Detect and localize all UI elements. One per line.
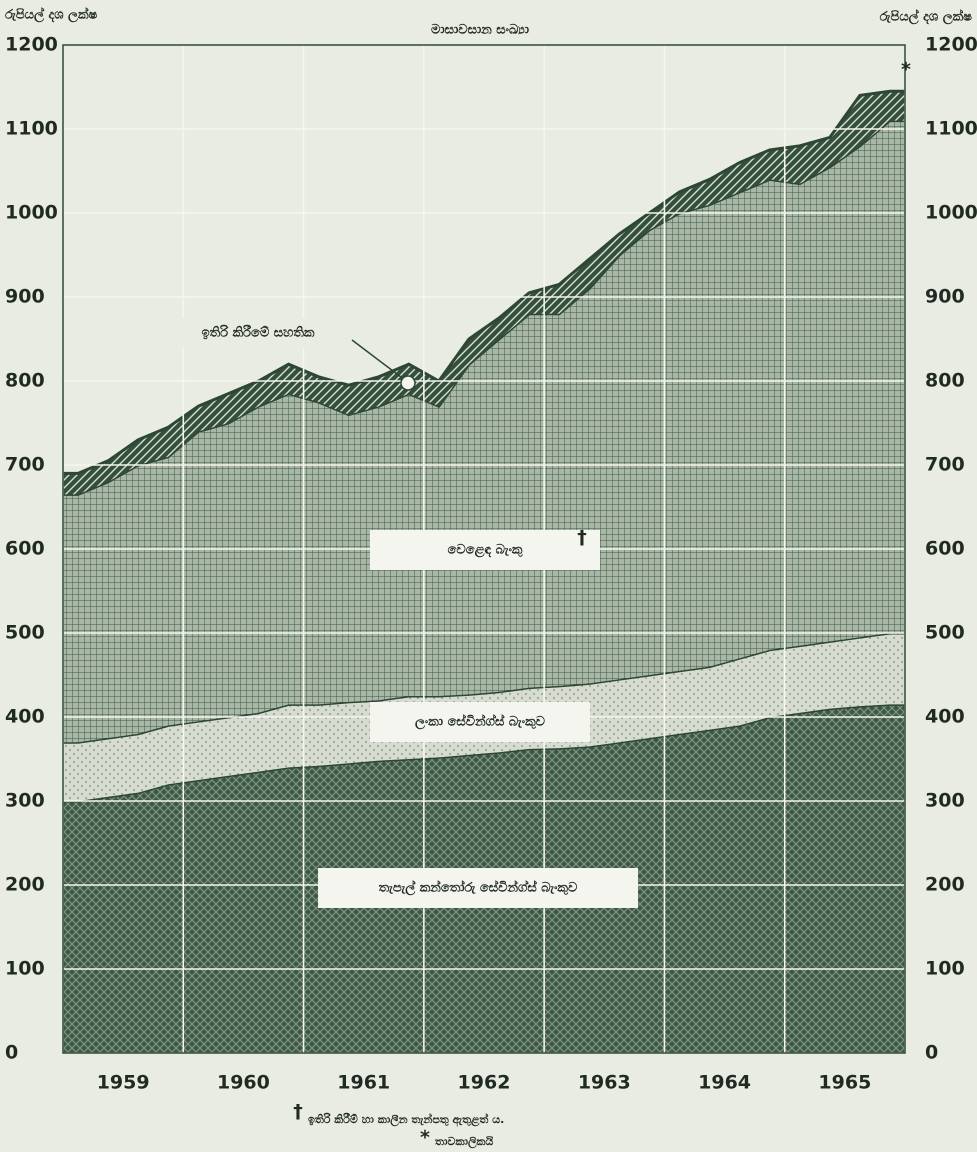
y2-tick-label: 800 <box>925 370 965 392</box>
footnote: ඉතිරි කිරීම් හා කාලීන තැන්පතු ඇතුළත් ය. <box>308 1112 504 1128</box>
area <box>63 120 905 743</box>
leader-dot <box>400 375 416 391</box>
y2-tick-label: 700 <box>925 454 965 476</box>
y-tick-label: 1200 <box>5 34 58 56</box>
x-tick-label: 1964 <box>698 1072 751 1094</box>
note-marker: † <box>577 527 587 549</box>
chart-title: මාසාවසාන සංඛ්‍යා <box>431 23 530 38</box>
series-label: වෙළෙඳ බැංකු <box>448 543 523 559</box>
y2-tick-label: 400 <box>925 706 965 728</box>
y2-tick-label: 0 <box>925 1042 938 1064</box>
y-tick-label: 600 <box>5 538 45 560</box>
x-tick-label: 1961 <box>337 1072 390 1094</box>
y-axis-label: රුපියල් දශ ලක්ෂ <box>5 5 98 23</box>
series-label: ලංකා සේවින්ග්ස් බැංකුව <box>415 712 546 730</box>
footnote: තාවකාලිකයි <box>435 1135 494 1150</box>
label-box <box>168 318 348 348</box>
y2-axis-label: රුපියල් දශ ලක්ෂ <box>880 7 973 25</box>
label-box <box>370 702 590 742</box>
y2-tick-label: 100 <box>925 958 965 980</box>
x-tick-label: 1965 <box>818 1072 871 1094</box>
label-box <box>370 530 600 570</box>
y-tick-label: 700 <box>5 454 45 476</box>
footnote-marker: * <box>420 1127 430 1149</box>
x-tick-label: 1962 <box>458 1072 511 1094</box>
y-tick-label: 500 <box>5 622 45 644</box>
y2-tick-label: 600 <box>925 538 965 560</box>
plot-frame <box>62 44 906 1054</box>
y2-tick-label: 300 <box>925 790 965 812</box>
area <box>63 91 905 495</box>
label-box <box>318 868 638 908</box>
y-tick-label: 200 <box>5 874 45 896</box>
y2-tick-label: 1200 <box>925 34 977 56</box>
series-label: ඉතිරි කිරීමේ සහතික <box>202 324 315 341</box>
leader-line <box>351 339 406 381</box>
y-tick-label: 0 <box>5 1042 18 1064</box>
y-tick-label: 900 <box>5 286 45 308</box>
y-tick-label: 400 <box>5 706 45 728</box>
footnote-marker: † <box>293 1101 303 1123</box>
y2-tick-label: 1100 <box>925 118 977 140</box>
y-tick-label: 100 <box>5 958 45 980</box>
y2-tick-label: 500 <box>925 622 965 644</box>
area-edge <box>63 89 905 475</box>
y-tick-label: 300 <box>5 790 45 812</box>
x-tick-label: 1960 <box>217 1072 270 1094</box>
note-marker: * <box>901 59 911 81</box>
y2-tick-label: 900 <box>925 286 965 308</box>
x-tick-label: 1963 <box>578 1072 631 1094</box>
series-label: තැපැල් කන්තෝරු සේවින්ග්ස් බැංකුව <box>379 878 578 896</box>
y2-tick-label: 1000 <box>925 202 977 224</box>
y-tick-label: 1000 <box>5 202 58 224</box>
y2-tick-label: 200 <box>925 874 965 896</box>
y-tick-label: 800 <box>5 370 45 392</box>
x-tick-label: 1959 <box>97 1072 150 1094</box>
y-tick-label: 1100 <box>5 118 58 140</box>
